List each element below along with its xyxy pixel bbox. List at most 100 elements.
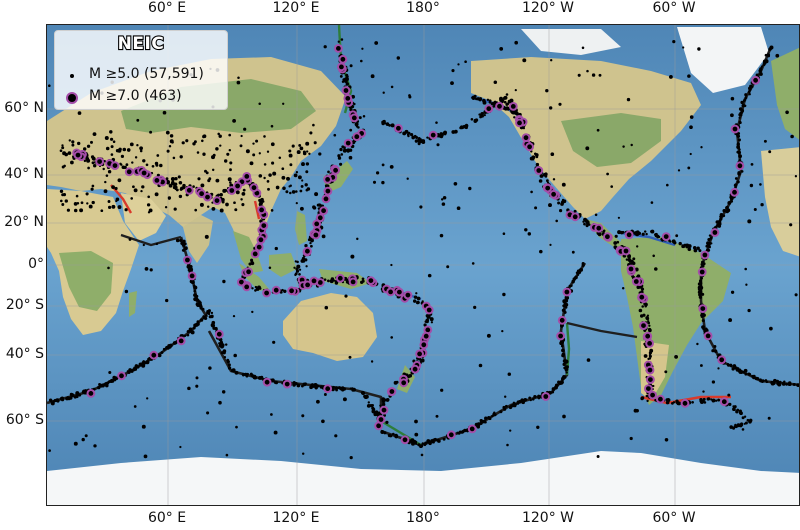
major-epicenter-ring [484,104,494,114]
epicenter-dot [648,328,652,333]
epicenter-dot [734,177,738,180]
epicenter-dot [738,148,741,151]
epicenter-dot [166,181,170,185]
epicenter-dot [186,333,190,337]
epicenter-dot [73,395,77,399]
epicenter-dot [644,302,648,307]
epicenter-dot [394,434,399,439]
epicenter-dot [289,163,293,167]
epicenter-dot [164,206,168,209]
lat-tick-40s: 40° S [5,346,44,362]
major-epicenter-ring [110,161,120,171]
epicenter-dot [162,110,167,115]
epicenter-dot [194,208,198,212]
epicenter-dot [763,139,767,143]
epicenter-dot [696,246,700,250]
epicenter-dot [219,193,223,197]
lon-tick-60w-top: 60° W [652,0,696,16]
epicenter-dot [440,388,444,392]
epicenter-dot [302,151,307,156]
epicenter-dot [700,146,703,149]
epicenter-dot [358,116,362,120]
epicenter-dot [713,350,716,353]
epicenter-dot [107,169,112,174]
epicenter-dot [737,138,741,142]
epicenter-dot [91,184,95,188]
epicenter-dot [730,290,735,294]
epicenter-dot [346,148,351,153]
major-epicenter-ring [86,389,96,398]
epicenter-dot [148,208,153,213]
epicenter-dot [647,320,650,323]
major-epicenter-ring [698,304,708,314]
epicenter-dot [309,131,313,135]
epicenter-dot [281,167,285,171]
major-epicenter-ring [366,276,376,286]
epicenter-dot [794,175,798,178]
epicenter-dot [181,186,186,190]
epicenter-dot [396,56,401,60]
epicenter-dot [342,397,347,402]
epicenter-dot [626,97,631,102]
epicenter-dot [190,328,193,331]
epicenter-dot [306,187,311,191]
epicenter-dot [219,144,222,147]
epicenter-dot [111,185,115,190]
epicenter-dot [219,208,224,213]
major-epicenter-ring [428,130,438,140]
epicenter-dot [420,453,424,457]
epicenter-dot [305,170,309,174]
epicenter-dot [252,153,256,157]
epicenter-dot [333,279,336,282]
epicenter-dot [741,428,745,431]
epicenter-dot [561,182,566,187]
epicenter-dot [383,413,387,417]
world-seismicity-map[interactable] [46,24,800,506]
epicenter-dot [185,139,189,143]
epicenter-dot [516,402,520,405]
epicenter-dot [559,209,563,213]
epicenter-dot [796,383,799,387]
epicenter-dot [220,341,224,345]
epicenter-dot [193,285,198,290]
epicenter-dot [698,295,703,299]
major-epicenter-ring [348,277,358,287]
epicenter-dot [108,370,112,375]
small-dot-icon [70,74,74,78]
epicenter-dot [258,152,261,155]
epicenter-dot [92,163,97,168]
major-epicenter-ring [495,101,504,111]
antarctica-ice [47,451,799,505]
epicenter-dot [288,153,293,158]
epicenter-dot [701,319,705,323]
epicenter-dot [142,243,145,247]
epicenter-dot [124,289,129,294]
epicenter-dot [632,261,636,266]
epicenter-dot [295,269,300,273]
major-epicenter-ring [399,378,409,388]
epicenter-dot [414,419,418,424]
epicenter-dot [149,130,153,134]
epicenter-dot [231,368,236,373]
epicenter-dot [564,306,568,309]
epicenter-dot [110,137,114,141]
epicenter-dot [706,244,710,248]
epicenter-dot [146,203,151,207]
epicenter-dot [110,145,114,149]
epicenter-dot [508,405,513,410]
epicenter-dot [110,153,114,156]
epicenter-dot [312,123,315,127]
epicenter-dot [473,94,477,98]
epicenter-dot [75,391,80,396]
epicenter-dot [48,398,53,402]
epicenter-dot [404,129,409,134]
epicenter-dot [442,437,446,441]
epicenter-dot [744,96,748,100]
epicenter-dot [478,113,481,116]
epicenter-dot [341,145,345,149]
epicenter-dot [236,80,241,85]
major-epicenter-ring [183,255,192,265]
epicenter-dot [483,113,486,117]
major-epicenter-ring [421,331,431,341]
major-epicenter-ring [735,161,745,171]
